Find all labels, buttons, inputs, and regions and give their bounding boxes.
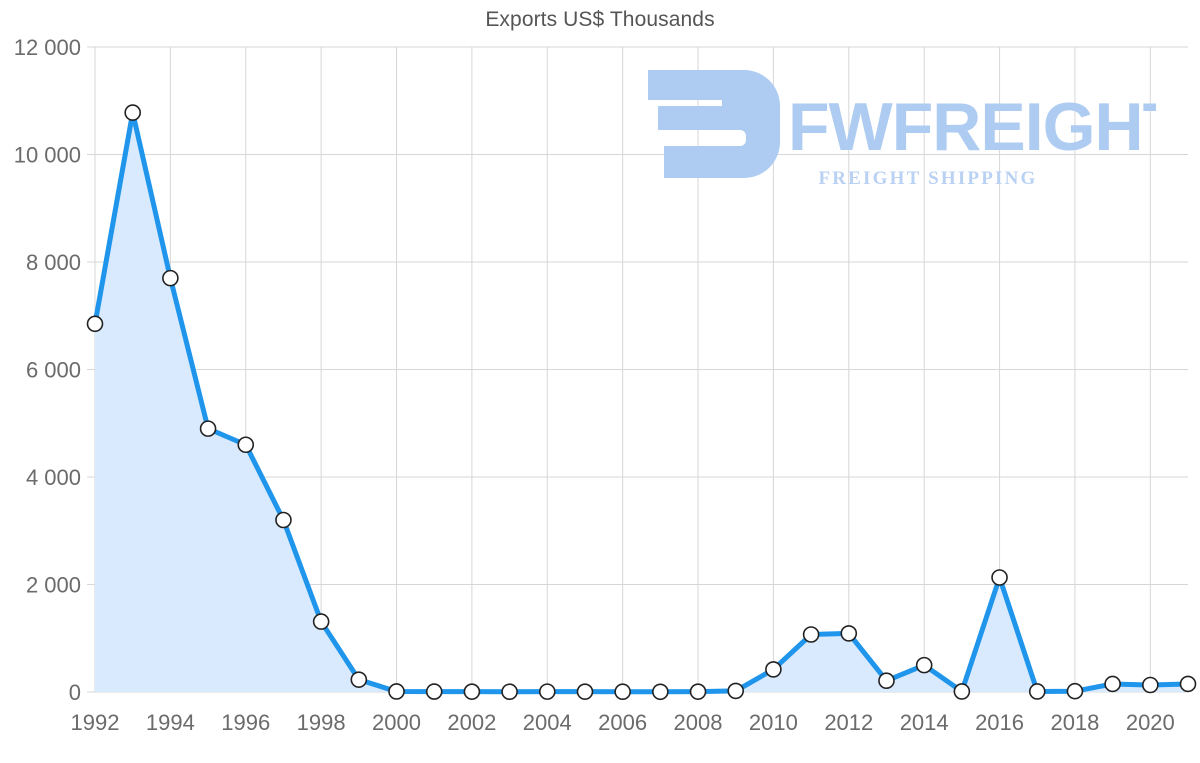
y-axis-tick-label: 12 000 [14,35,81,60]
data-point-marker [765,661,782,678]
data-point-marker [652,683,669,701]
data-point-marker [1142,676,1159,694]
series-area [95,112,1188,692]
x-axis-tick-label: 2002 [447,710,496,735]
data-point-marker [237,436,255,454]
data-point-marker [162,269,179,287]
y-axis-tick-label: 8 000 [26,250,81,275]
x-axis-tick-label: 2006 [598,710,647,735]
data-point-marker [388,683,405,700]
data-point-marker [501,683,518,701]
x-axis-tick-labels: 1992 1994 1996 1998 2000 2002 2004 2006 2008 2010… [71,710,1175,735]
data-point-marker [915,656,933,674]
data-line [92,110,1191,695]
data-point-markers [86,104,1197,701]
data-point-marker [1179,675,1197,693]
x-axis-tick-label: 2004 [523,710,572,735]
data-point-marker [312,613,330,630]
x-axis-tick-label: 1994 [146,710,195,735]
y-axis-tick-label: 6 000 [26,358,81,383]
data-point-marker [802,626,820,643]
y-axis-tick-label: 4 000 [26,465,81,490]
data-point-marker [953,683,971,700]
data-point-marker [124,104,141,121]
data-point-marker [727,682,745,700]
data-point-marker [878,672,895,690]
x-axis-tick-label: 2014 [900,710,949,735]
x-axis-tick-label: 2020 [1126,710,1175,735]
data-point-marker [538,683,556,700]
data-point-marker [1066,682,1084,700]
data-point-marker [991,569,1008,586]
x-axis-tick-label: 1998 [297,710,346,735]
chart-title: Exports US$ Thousands [485,8,715,31]
data-point-marker [689,683,707,700]
y-axis-tick-labels: 0 2 000 4 000 6 000 8 000 10 000 12 000 [14,35,95,705]
x-axis-tick-label: 2008 [674,710,723,735]
y-axis-tick-label: 10 000 [14,143,81,168]
x-axis-tick-label: 2016 [975,710,1024,735]
data-point-marker [86,315,104,333]
x-axis-tick-label: 2012 [824,710,873,735]
data-point-marker [350,671,368,688]
x-axis-tick-label: 2018 [1050,710,1099,735]
y-axis-tick-label: 0 [69,680,81,705]
x-axis-tick-label: 1996 [221,710,270,735]
x-axis-tick-label: 2000 [372,710,421,735]
data-point-marker [425,683,443,700]
data-point-marker [1104,675,1121,693]
series-line [92,110,1191,695]
data-point-marker [463,683,481,700]
data-point-marker [576,683,594,700]
area-fill [95,112,1188,692]
y-axis-tick-label: 2 000 [26,573,81,598]
data-point-marker [275,511,292,529]
x-axis-tick-label: 2010 [749,710,798,735]
data-point-marker [614,683,631,701]
data-point-marker [1028,683,1046,700]
x-axis-tick-label: 1992 [71,710,120,735]
data-point-marker [840,625,858,642]
data-point-marker [199,420,217,437]
